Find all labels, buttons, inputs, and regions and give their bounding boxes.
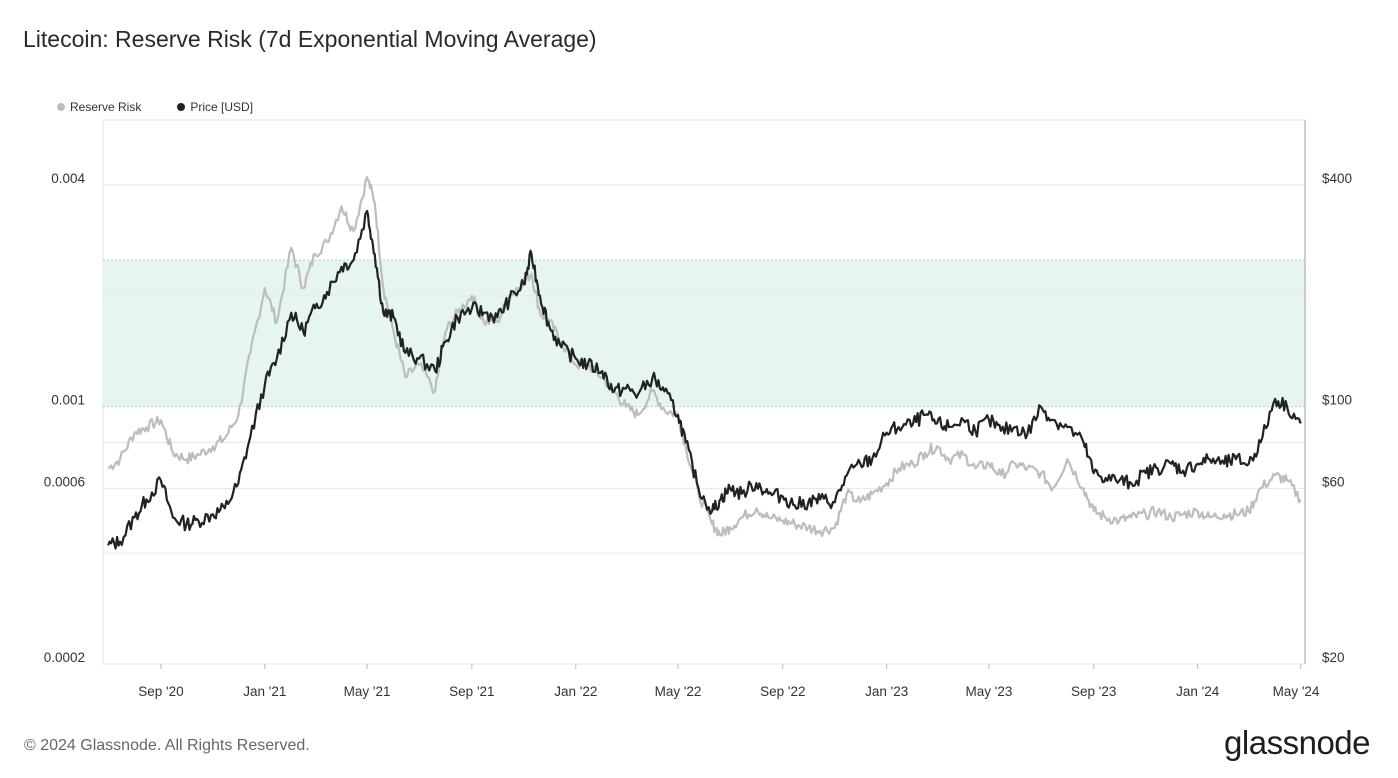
legend-item-reserve-risk[interactable]: Reserve Risk: [57, 100, 141, 114]
legend-label-reserve-risk: Reserve Risk: [70, 100, 142, 114]
legend-item-price[interactable]: Price [USD]: [177, 100, 253, 114]
legend-label-price: Price [USD]: [190, 100, 254, 114]
series-line-price: [107, 209, 1302, 550]
x-tick-8: May '23: [966, 684, 1013, 699]
x-tick-2: May '21: [344, 684, 391, 699]
y-right-tick-1: $100: [1322, 393, 1352, 408]
y-right-tick-3: $20: [1322, 650, 1345, 665]
x-tick-4: Jan '22: [554, 684, 597, 699]
legend-dot-reserve-risk: [57, 103, 65, 111]
highlight-band: [103, 260, 1305, 407]
x-tick-10: Jan '24: [1176, 684, 1220, 699]
x-tick-5: May '22: [655, 684, 702, 699]
x-tick-9: Sep '23: [1071, 684, 1116, 699]
y-left-tick-1: 0.001: [51, 393, 85, 408]
copyright-text: © 2024 Glassnode. All Rights Reserved.: [24, 737, 310, 754]
x-tick-3: Sep '21: [449, 684, 494, 699]
y-right-tick-0: $400: [1322, 171, 1352, 186]
x-tick-11: May '24: [1273, 684, 1320, 699]
y-right-tick-2: $60: [1322, 474, 1345, 489]
legend: Reserve Risk Price [USD]: [57, 100, 253, 114]
x-tick-0: Sep '20: [138, 684, 183, 699]
y-left-tick-3: 0.0002: [44, 650, 85, 665]
x-tick-6: Sep '22: [760, 684, 805, 699]
y-left-tick-2: 0.0006: [44, 474, 85, 489]
brand-logo[interactable]: glassnode: [1224, 724, 1370, 761]
x-tick-7: Jan '23: [865, 684, 908, 699]
legend-dot-price: [177, 103, 186, 111]
chart-title: Litecoin: Reserve Risk (7d Exponential M…: [23, 26, 597, 52]
x-tick-1: Jan '21: [243, 684, 286, 699]
y-left-tick-0: 0.004: [51, 171, 85, 186]
